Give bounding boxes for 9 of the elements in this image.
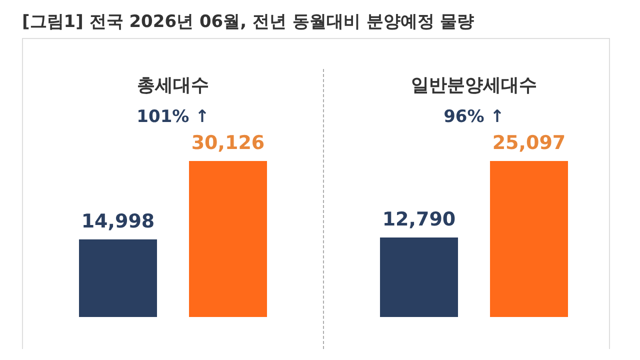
data-label: 25,097 [492, 132, 566, 154]
chart-subtitle: 101% ↑ [136, 107, 210, 127]
data-label: 30,126 [191, 132, 265, 154]
chart-title: 일반분양세대수 [410, 74, 538, 97]
text: [그림1] 전국 2026년 06월, 전년 동월대비 분양예정 물량 [21, 11, 476, 34]
data-label: 14,998 [81, 210, 155, 232]
data-label: 12,790 [382, 208, 456, 230]
chart-title: 총세대수 [136, 74, 210, 97]
chart-subtitle: 96% ↑ [442, 107, 506, 127]
